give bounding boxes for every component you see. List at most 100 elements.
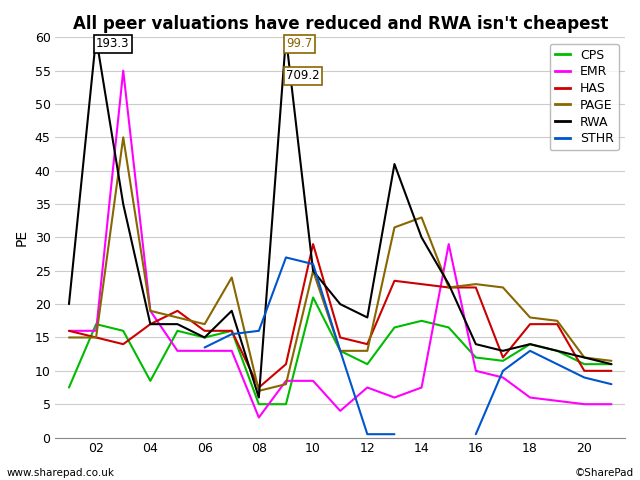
Line: CPS: CPS <box>69 298 611 404</box>
HAS <box>554 321 561 327</box>
HAS <box>418 281 426 287</box>
STHR <box>390 432 398 437</box>
EMR <box>201 348 209 354</box>
PAGE <box>337 348 344 354</box>
HAS <box>255 384 262 390</box>
EMR <box>282 378 290 384</box>
PAGE <box>607 358 615 364</box>
RWA <box>228 308 236 314</box>
Line: PAGE: PAGE <box>69 137 611 391</box>
RWA <box>445 281 452 287</box>
STHR <box>255 328 262 334</box>
Text: 193.3: 193.3 <box>96 37 130 50</box>
PAGE <box>390 225 398 230</box>
CPS <box>92 321 100 327</box>
PAGE <box>309 268 317 274</box>
PAGE <box>120 134 127 140</box>
EMR <box>255 415 262 420</box>
CPS <box>554 348 561 354</box>
EMR <box>526 395 534 400</box>
CPS <box>255 401 262 407</box>
STHR <box>228 331 236 337</box>
HAS <box>472 285 479 290</box>
EMR <box>173 348 181 354</box>
PAGE <box>554 318 561 324</box>
HAS <box>309 241 317 247</box>
EMR <box>364 384 371 390</box>
Text: 709.2: 709.2 <box>286 69 319 83</box>
EMR <box>92 328 100 334</box>
CPS <box>580 361 588 367</box>
EMR <box>445 241 452 247</box>
RWA <box>201 335 209 340</box>
RWA <box>147 321 154 327</box>
RWA <box>418 235 426 240</box>
CPS <box>282 401 290 407</box>
CPS <box>364 361 371 367</box>
HAS <box>337 335 344 340</box>
PAGE <box>147 308 154 314</box>
HAS <box>147 321 154 327</box>
RWA <box>554 348 561 354</box>
Y-axis label: PE: PE <box>15 229 29 246</box>
CPS <box>120 328 127 334</box>
RWA <box>526 341 534 347</box>
PAGE <box>364 348 371 354</box>
HAS <box>445 285 452 290</box>
STHR <box>282 254 290 260</box>
RWA <box>580 355 588 360</box>
Text: 99.7: 99.7 <box>286 37 312 50</box>
HAS <box>120 341 127 347</box>
RWA <box>65 301 73 307</box>
PAGE <box>526 314 534 320</box>
EMR <box>499 374 507 380</box>
RWA <box>92 35 100 40</box>
EMR <box>147 308 154 314</box>
PAGE <box>580 355 588 360</box>
RWA <box>120 201 127 207</box>
Line: EMR: EMR <box>69 71 611 418</box>
RWA <box>390 161 398 167</box>
EMR <box>337 408 344 414</box>
CPS <box>607 361 615 367</box>
EMR <box>120 68 127 73</box>
CPS <box>390 324 398 330</box>
CPS <box>418 318 426 324</box>
HAS <box>201 328 209 334</box>
STHR <box>309 261 317 267</box>
CPS <box>526 341 534 347</box>
Line: RWA: RWA <box>69 37 611 397</box>
STHR <box>201 345 209 350</box>
CPS <box>228 328 236 334</box>
EMR <box>607 401 615 407</box>
CPS <box>65 384 73 390</box>
RWA <box>499 348 507 354</box>
CPS <box>499 358 507 364</box>
PAGE <box>65 335 73 340</box>
HAS <box>526 321 534 327</box>
STHR <box>364 432 371 437</box>
EMR <box>65 328 73 334</box>
PAGE <box>255 388 262 394</box>
HAS <box>282 361 290 367</box>
EMR <box>309 378 317 384</box>
PAGE <box>173 314 181 320</box>
HAS <box>580 368 588 374</box>
HAS <box>390 278 398 284</box>
EMR <box>554 398 561 404</box>
HAS <box>92 335 100 340</box>
RWA <box>309 268 317 274</box>
PAGE <box>499 285 507 290</box>
CPS <box>445 324 452 330</box>
HAS <box>65 328 73 334</box>
Line: STHR: STHR <box>205 257 394 434</box>
CPS <box>309 295 317 300</box>
HAS <box>228 328 236 334</box>
CPS <box>173 328 181 334</box>
HAS <box>607 368 615 374</box>
Line: HAS: HAS <box>69 244 611 387</box>
EMR <box>472 368 479 374</box>
HAS <box>364 341 371 347</box>
EMR <box>418 384 426 390</box>
HAS <box>499 355 507 360</box>
